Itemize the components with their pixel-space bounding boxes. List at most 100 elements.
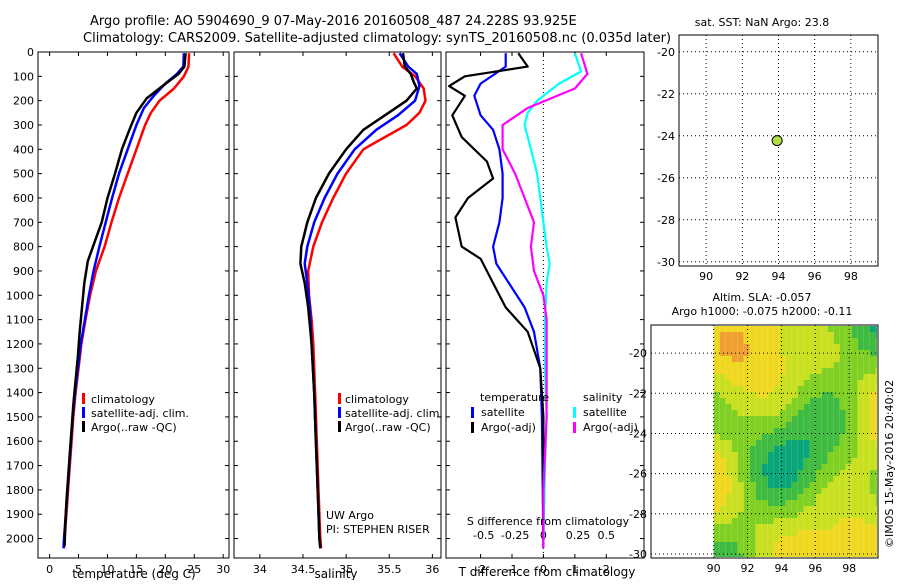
sla-cell: [767, 356, 774, 362]
legend-label-satellite: satellite-adj. clim.: [345, 407, 443, 420]
sla-cell: [719, 446, 726, 452]
sla-cell: [857, 344, 864, 350]
location-map-title: sat. SST: NaN Argo: 23.8: [695, 16, 829, 29]
sla-cell: [749, 530, 756, 536]
difference-panel: -2 -1 0 1 2-0.5 -0.25 0 0.25 0.5 S difference fr…: [445, 51, 645, 579]
sla-cell: [773, 362, 780, 368]
sla-cell: [773, 350, 780, 356]
sla-cell: [857, 554, 864, 557]
sla-cell: [875, 548, 877, 554]
sla-cell: [767, 542, 774, 548]
sla-cell: [833, 368, 840, 374]
sla-cell: [827, 536, 834, 542]
sla-cell: [749, 350, 756, 356]
sla-cell: [839, 500, 846, 506]
sla-cell: [749, 362, 756, 368]
sla-cell: [731, 458, 738, 464]
sla-cell: [755, 380, 762, 386]
sla-cell: [755, 512, 762, 518]
sla-cell: [749, 386, 756, 392]
sla-cell: [809, 428, 816, 434]
sla-cell: [839, 350, 846, 356]
sla-cell: [845, 518, 852, 524]
sla-cell: [863, 422, 870, 428]
sla-cell: [797, 554, 804, 557]
sla-cell: [719, 404, 726, 410]
sla-cell: [725, 368, 732, 374]
sla-cell: [797, 476, 804, 482]
sla-cell: [737, 392, 744, 398]
sla-cell: [767, 458, 774, 464]
sla-cell: [755, 332, 762, 338]
sla-cell: [749, 542, 756, 548]
sla-cell: [785, 374, 792, 380]
sla-cell: [779, 494, 786, 500]
sla-cell: [833, 488, 840, 494]
sla-cell: [809, 374, 816, 380]
sla-cell: [863, 416, 870, 422]
sla-cell: [749, 500, 756, 506]
sla-cell: [875, 398, 877, 404]
sla-cell: [767, 440, 774, 446]
sla-cell: [827, 386, 834, 392]
sla-cell: [839, 338, 846, 344]
sla-cell: [725, 404, 732, 410]
sla-cell: [773, 368, 780, 374]
sla-cell: [821, 362, 828, 368]
sla-cell: [845, 362, 852, 368]
depth-tick-label: 600: [13, 192, 34, 205]
sla-cell: [815, 476, 822, 482]
sla-cell: [863, 374, 870, 380]
sla-cell: [731, 536, 738, 542]
sla-cell: [779, 488, 786, 494]
sla-cell: [869, 374, 876, 380]
sla-cell: [863, 338, 870, 344]
sla-cell: [815, 440, 822, 446]
sla-cell: [719, 368, 726, 374]
sla-cell: [791, 392, 798, 398]
sla-cell: [869, 368, 876, 374]
sla-cell: [815, 398, 822, 404]
sla-cell: [869, 554, 876, 557]
sla-cell: [743, 338, 750, 344]
sla-cell: [791, 464, 798, 470]
sla-cell: [737, 326, 744, 332]
sla-cell: [827, 458, 834, 464]
sla-cell: [827, 410, 834, 416]
sla-cell: [725, 458, 732, 464]
sla-cell: [827, 548, 834, 554]
sla-cell: [821, 416, 828, 422]
sla-cell: [875, 392, 877, 398]
sla-cell: [773, 488, 780, 494]
sla-cell: [713, 404, 720, 410]
sla-cell: [851, 524, 858, 530]
sla-cell: [833, 530, 840, 536]
sla-cell: [749, 440, 756, 446]
sla-cell: [809, 446, 816, 452]
sla-cell: [821, 356, 828, 362]
x-tick-label: 36: [425, 563, 439, 576]
sla-cell: [767, 398, 774, 404]
sla-cell: [833, 356, 840, 362]
sla-cell: [809, 464, 816, 470]
sla-cell: [737, 548, 744, 554]
sla-cell: [791, 374, 798, 380]
sla-cell: [857, 332, 864, 338]
sla-cell: [761, 488, 768, 494]
sla-cell: [875, 416, 877, 422]
sla-cell: [767, 422, 774, 428]
sla-cell: [755, 446, 762, 452]
sla-cell: [791, 548, 798, 554]
sla-cell: [851, 356, 858, 362]
legend-swatch-s-satellite: [573, 407, 576, 418]
sla-cell: [779, 548, 786, 554]
sla-cell: [845, 464, 852, 470]
legend-swatch-argo: [82, 421, 85, 432]
sla-cell: [821, 512, 828, 518]
sla-cell: [731, 434, 738, 440]
sla-cell: [767, 350, 774, 356]
sla-cell: [857, 434, 864, 440]
sla-cell: [737, 338, 744, 344]
sla-cell: [731, 380, 738, 386]
sla-cell: [857, 386, 864, 392]
